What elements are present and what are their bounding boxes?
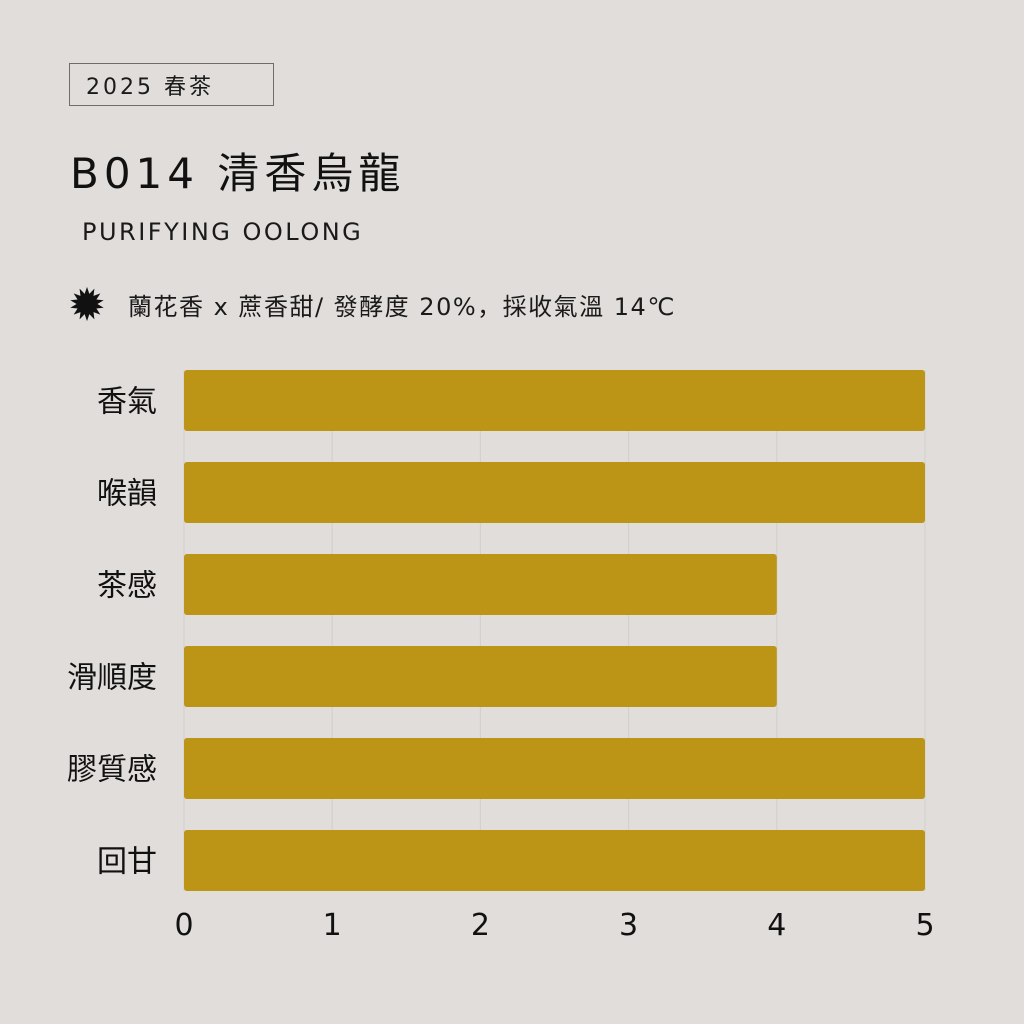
bar: [184, 738, 925, 799]
season-tag: 2025 春茶: [69, 63, 274, 106]
starburst-icon: [70, 286, 104, 322]
x-tick-label: 2: [471, 908, 490, 943]
page-title: B014 清香烏龍: [70, 149, 406, 198]
bar: [184, 462, 925, 523]
season-tag-label: 2025 春茶: [86, 74, 214, 100]
x-tick-label: 3: [619, 908, 638, 943]
bar: [184, 554, 777, 615]
description-row: 蘭花香 x 蔗香甜/ 發酵度 20%，採收氣溫 14℃: [68, 282, 676, 326]
page-subtitle: PURIFYING OOLONG: [82, 218, 364, 246]
description-text: 蘭花香 x 蔗香甜/ 發酵度 20%，採收氣溫 14℃: [128, 292, 676, 321]
x-tick-label: 4: [767, 908, 786, 943]
x-tick-label: 0: [174, 908, 193, 943]
bar: [184, 370, 925, 431]
category-label: 回甘: [97, 845, 157, 880]
x-tick-label: 1: [323, 908, 342, 943]
bar: [184, 646, 777, 707]
category-label: 膠質感: [67, 753, 157, 788]
x-tick-label: 5: [915, 908, 934, 943]
category-label: 喉韻: [97, 477, 157, 512]
category-label: 茶感: [97, 569, 157, 604]
category-label: 滑順度: [67, 661, 157, 696]
bar: [184, 830, 925, 891]
category-label: 香氣: [97, 385, 157, 420]
